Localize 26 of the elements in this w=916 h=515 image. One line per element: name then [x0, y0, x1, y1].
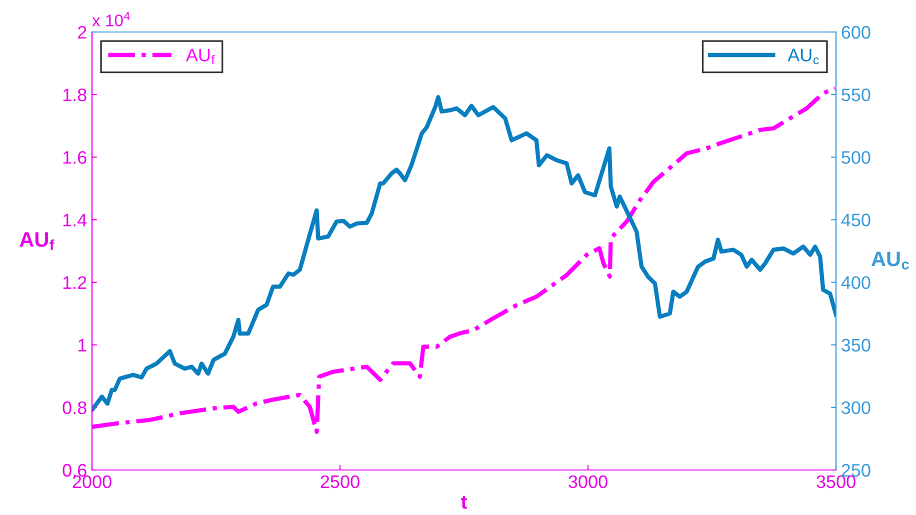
- y-tick-label: 1.6: [63, 151, 86, 164]
- y-tick-label: 1.4: [63, 214, 87, 226]
- y2-tick-label: 300: [842, 401, 870, 414]
- y-tick-label: 2: [78, 26, 86, 39]
- y-tick-label: 1: [78, 338, 86, 352]
- x-tick-label: 2500: [320, 475, 360, 488]
- y2-tick-label: 500: [842, 151, 870, 164]
- x-tick-label: 3000: [568, 475, 608, 488]
- y-axis-title: AU$_{f}$: [20, 232, 54, 250]
- x-tick-label: 3500: [816, 475, 856, 488]
- y2-tick-label: 250: [842, 464, 870, 477]
- y2-tick-label: 350: [842, 338, 870, 352]
- y-tick-label: 0.8: [62, 401, 86, 414]
- y2-tick-label: 600: [842, 26, 870, 39]
- y-tick-label: 1.8: [63, 88, 86, 102]
- legend-label: AU$_{f}$: [186, 48, 215, 64]
- x-tick-label: 2000: [72, 475, 112, 488]
- legend-label: AU$_{c}$: [788, 48, 819, 64]
- y2-tick-label: 550: [842, 88, 870, 102]
- x-axis-title: t: [461, 496, 467, 509]
- y2-axis-title: AU$_{c}$: [871, 252, 909, 270]
- y2-tick-label: 450: [841, 214, 870, 226]
- y2-tick-label: 400: [841, 276, 870, 290]
- y-tick-label: 1.2: [63, 276, 86, 289]
- y-tick-label: 0.6: [62, 464, 86, 477]
- text: x 10$^{4}$: [92, 12, 130, 26]
